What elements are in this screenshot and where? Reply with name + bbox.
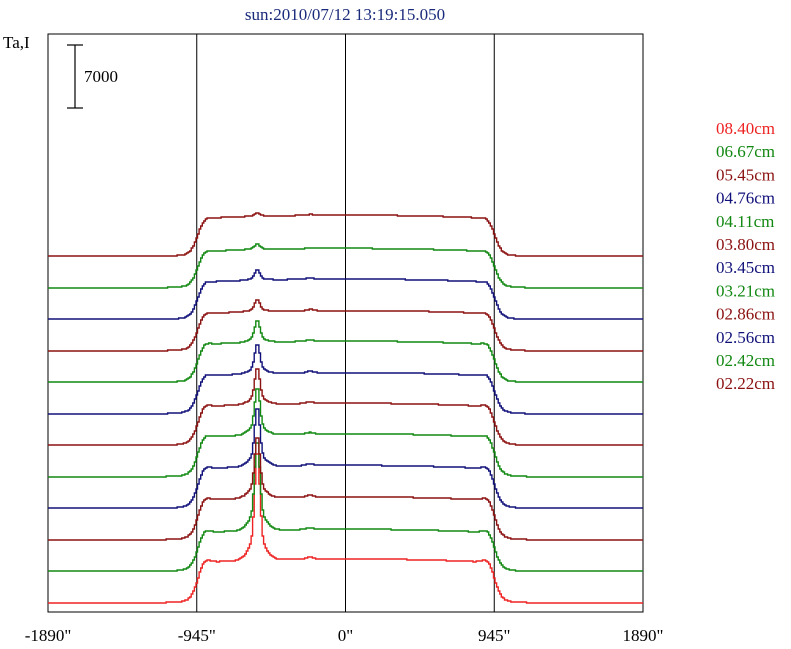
legend-entry: 02.42cm [716, 351, 775, 370]
legend-entry: 08.40cm [716, 119, 775, 138]
series-line-05.45cm [48, 437, 643, 541]
series-line-04.11cm [48, 388, 643, 478]
legend-entry: 06.67cm [716, 142, 775, 161]
y-axis-label: Ta,I [3, 33, 30, 52]
legend-entry: 04.76cm [716, 189, 775, 208]
x-tick-label: -945" [178, 626, 216, 645]
x-tick-labels: -1890" -945" 0" 945" 1890" [25, 626, 664, 645]
series-line-02.42cm [48, 243, 643, 289]
x-tick-label: 1890" [623, 626, 664, 645]
legend-entry: 03.45cm [716, 258, 775, 277]
series-line-02.86cm [48, 299, 643, 352]
series-line-08.40cm [48, 453, 643, 604]
x-tick-label: -1890" [25, 626, 72, 645]
legend-entry: 03.80cm [716, 235, 775, 254]
legend: 08.40cm 06.67cm 05.45cm 04.76cm 04.11cm 03.80… [716, 119, 775, 393]
x-tick-label: 0" [338, 626, 353, 645]
legend-entry: 02.56cm [716, 328, 775, 347]
legend-entry: 04.11cm [716, 212, 774, 231]
series-line-06.67cm [48, 442, 643, 572]
scale-bar-label: 7000 [84, 67, 118, 86]
legend-entry: 05.45cm [716, 165, 775, 184]
legend-entry: 03.21cm [716, 281, 775, 300]
series-line-02.56cm [48, 269, 643, 320]
chart-title: sun:2010/07/12 13:19:15.050 [245, 5, 445, 24]
x-tick-label: 945" [478, 626, 510, 645]
series-layer [48, 212, 643, 604]
series-line-03.45cm [48, 344, 643, 415]
intensity-scale-bar: 7000 [67, 44, 118, 109]
reference-lines [196, 34, 495, 612]
legend-entry: 02.22cm [716, 374, 775, 393]
series-line-02.22cm [48, 212, 643, 257]
legend-entry: 02.86cm [716, 305, 775, 324]
series-line-03.21cm [48, 320, 643, 383]
series-line-04.76cm [48, 408, 643, 509]
series-line-03.80cm [48, 368, 643, 446]
